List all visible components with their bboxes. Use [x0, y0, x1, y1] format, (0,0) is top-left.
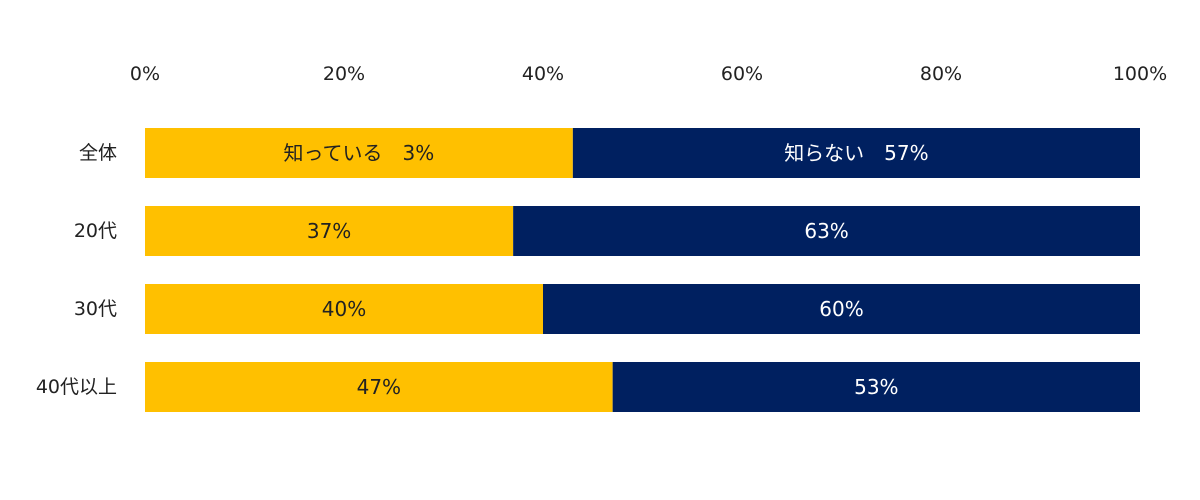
bar-data-label: 37%: [307, 219, 351, 243]
bar-segment-dont-know: [513, 206, 1140, 256]
bars: 知っている 3% 知らない 57% 37% 63% 40% 60% 47% 53%: [145, 128, 1140, 412]
bar-data-label: 63%: [804, 219, 848, 243]
bar-data-label: 53%: [854, 375, 898, 399]
bar-segment-know: [145, 362, 613, 412]
category-label: 20代: [74, 220, 117, 242]
bar-data-label: 40%: [322, 297, 366, 321]
category-label: 30代: [74, 298, 117, 320]
x-tick-label: 80%: [920, 63, 962, 85]
x-tick-label: 0%: [130, 63, 160, 85]
category-label: 全体: [79, 142, 117, 164]
x-tick-label: 100%: [1113, 63, 1167, 85]
bar-segment-dont-know: [572, 128, 1140, 178]
bar-data-label: 47%: [357, 375, 401, 399]
bar-segment-know: [145, 284, 543, 334]
bar-segment-know: [145, 128, 573, 178]
bar-segment-know: [145, 206, 514, 256]
category-labels: 全体 20代 30代 40代以上: [36, 142, 117, 398]
x-tick-label: 60%: [721, 63, 763, 85]
category-label: 40代以上: [36, 376, 117, 398]
bar-data-label: 知っている 3%: [284, 141, 435, 165]
bar-data-label: 知らない 57%: [784, 141, 928, 165]
bar-segment-dont-know: [612, 362, 1140, 412]
x-tick-label: 20%: [323, 63, 365, 85]
bar-data-label: 60%: [819, 297, 863, 321]
x-axis-ticks: 0% 20% 40% 60% 80% 100%: [130, 63, 1167, 85]
x-tick-label: 40%: [522, 63, 564, 85]
bar-segment-dont-know: [543, 284, 1140, 334]
